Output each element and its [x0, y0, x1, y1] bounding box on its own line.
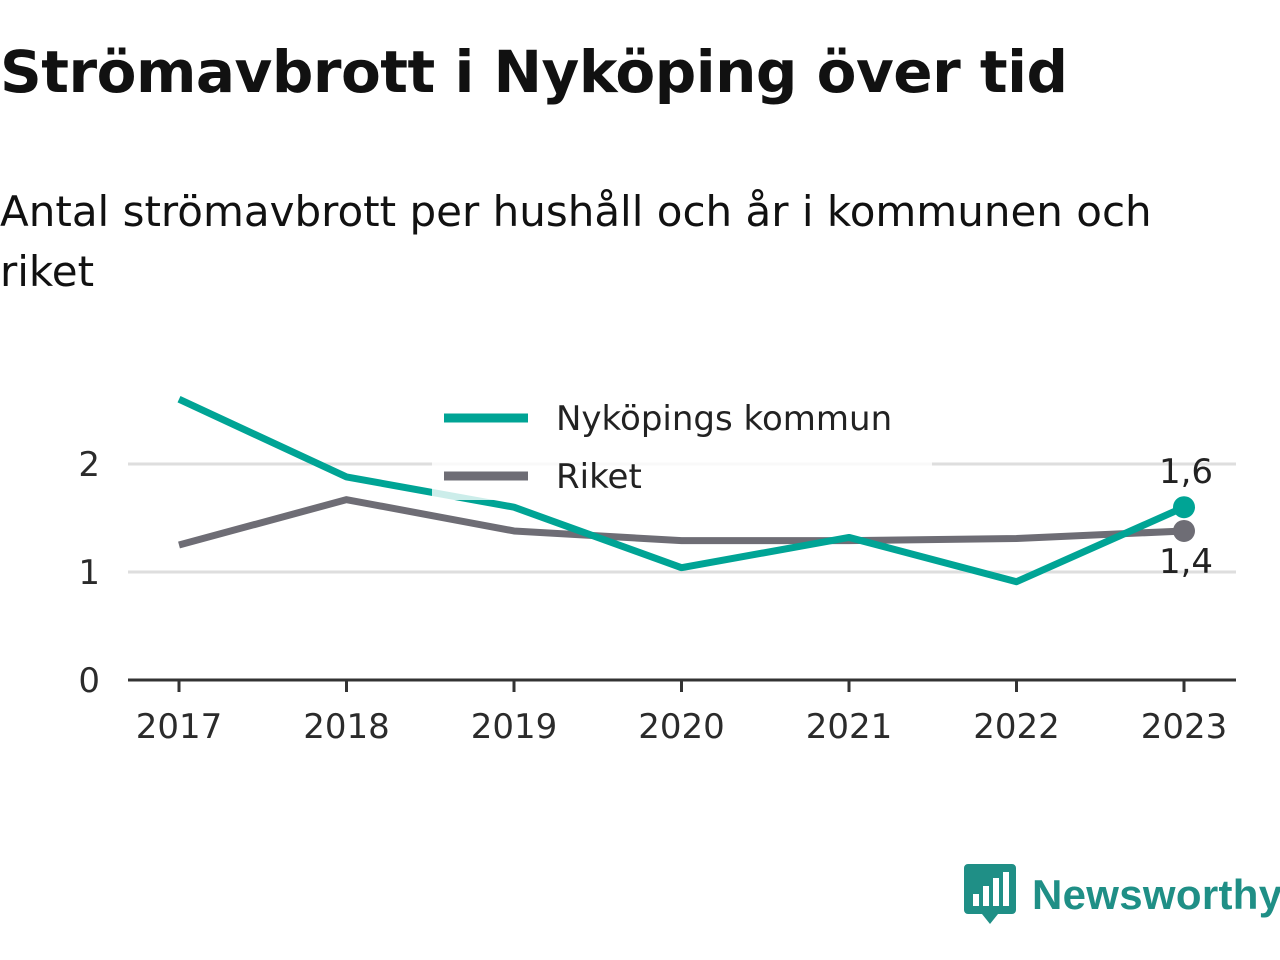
end-value-label: 1,6	[1159, 452, 1213, 492]
newsworthy-logo-icon	[964, 864, 1016, 924]
y-tick-label: 0	[78, 661, 100, 701]
series-line-riket	[178, 496, 1185, 549]
end-marker	[1173, 519, 1195, 542]
series-line-nykoping	[177, 396, 1186, 586]
x-tick-label: 2017	[136, 707, 223, 747]
legend-label: Nyköpings kommun	[556, 399, 892, 439]
end-markers: 1,6 1,4	[1159, 452, 1213, 582]
y-tick-label: 2	[78, 445, 100, 485]
series-lines	[177, 396, 1186, 586]
brand-logo: Newsworthy	[964, 864, 1280, 926]
x-axis: 2017 2018 2019 2020 2021 2022 2023	[128, 678, 1236, 747]
y-tick-label: 1	[78, 553, 100, 593]
chart-title: Strömavbrott i Nyköping över tid	[0, 38, 1068, 106]
x-tick-label: 2020	[638, 707, 725, 747]
legend-label: Riket	[556, 457, 642, 497]
x-tick-label: 2022	[973, 707, 1060, 747]
x-tick-label: 2023	[1141, 707, 1228, 747]
end-marker	[1173, 496, 1195, 519]
brand-name: Newsworthy	[1032, 871, 1280, 918]
x-tick-label: 2021	[806, 707, 893, 747]
legend: Nyköpings kommun Riket	[432, 382, 932, 500]
x-tick-label: 2018	[303, 707, 390, 747]
line-chart: 0 1 2 2017 2018 2019 2020 2021 2022 2023 Nyköpin…	[78, 382, 1236, 747]
end-value-label: 1,4	[1159, 542, 1213, 582]
x-tick-label: 2019	[471, 707, 558, 747]
chart-subtitle: Antal strömavbrott per hushåll och år i …	[0, 187, 1152, 296]
y-axis-ticks: 0 1 2	[78, 445, 100, 701]
